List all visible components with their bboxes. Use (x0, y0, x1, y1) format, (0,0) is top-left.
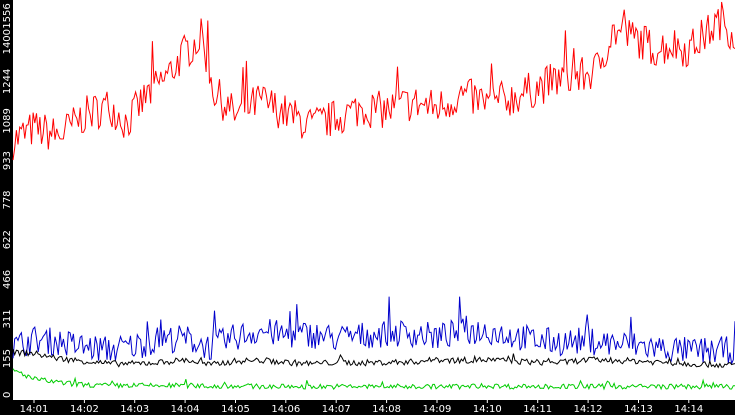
x-axis-band (0, 400, 735, 415)
y-axis-band (0, 0, 13, 415)
y-tick-label: 778 (2, 190, 13, 209)
y-tick-label: 1556 (2, 3, 13, 28)
x-tick-label: 14:07 (322, 404, 351, 415)
y-tick-label: 622 (2, 230, 13, 249)
y-tick-label: 0 (2, 392, 13, 398)
y-tick-label: 155 (2, 349, 13, 368)
y-tick-label: 1400 (2, 29, 13, 54)
y-tick-label: 1089 (2, 108, 13, 133)
series-layer (12, 1, 735, 391)
x-tick-layer: 14:01 14:02 14:03 14:04 14:05 14:06 14:07 14:08… (20, 400, 703, 415)
x-tick-label: 14:01 (20, 404, 49, 415)
series-line-1 (12, 1, 735, 161)
series-line-3 (12, 349, 735, 369)
x-tick-label: 14:06 (271, 404, 300, 415)
series-line-2 (12, 296, 735, 366)
x-tick-label: 14:13 (624, 404, 653, 415)
x-tick-label: 14:05 (221, 404, 250, 415)
x-tick-label: 14:14 (674, 404, 703, 415)
y-tick-label: 311 (2, 309, 13, 328)
x-tick-label: 14:08 (372, 404, 401, 415)
series-line-4 (12, 368, 735, 391)
x-tick-label: 14:10 (473, 404, 502, 415)
y-tick-label: 1244 (2, 69, 13, 94)
y-tick-label: 466 (2, 270, 13, 289)
x-tick-label: 14:11 (523, 404, 552, 415)
x-tick-label: 14:02 (70, 404, 99, 415)
x-tick-label: 14:03 (120, 404, 149, 415)
x-tick-label: 14:12 (574, 404, 603, 415)
x-tick-label: 14:04 (171, 404, 200, 415)
x-tick-label: 14:09 (423, 404, 452, 415)
y-tick-label: 933 (2, 151, 13, 170)
